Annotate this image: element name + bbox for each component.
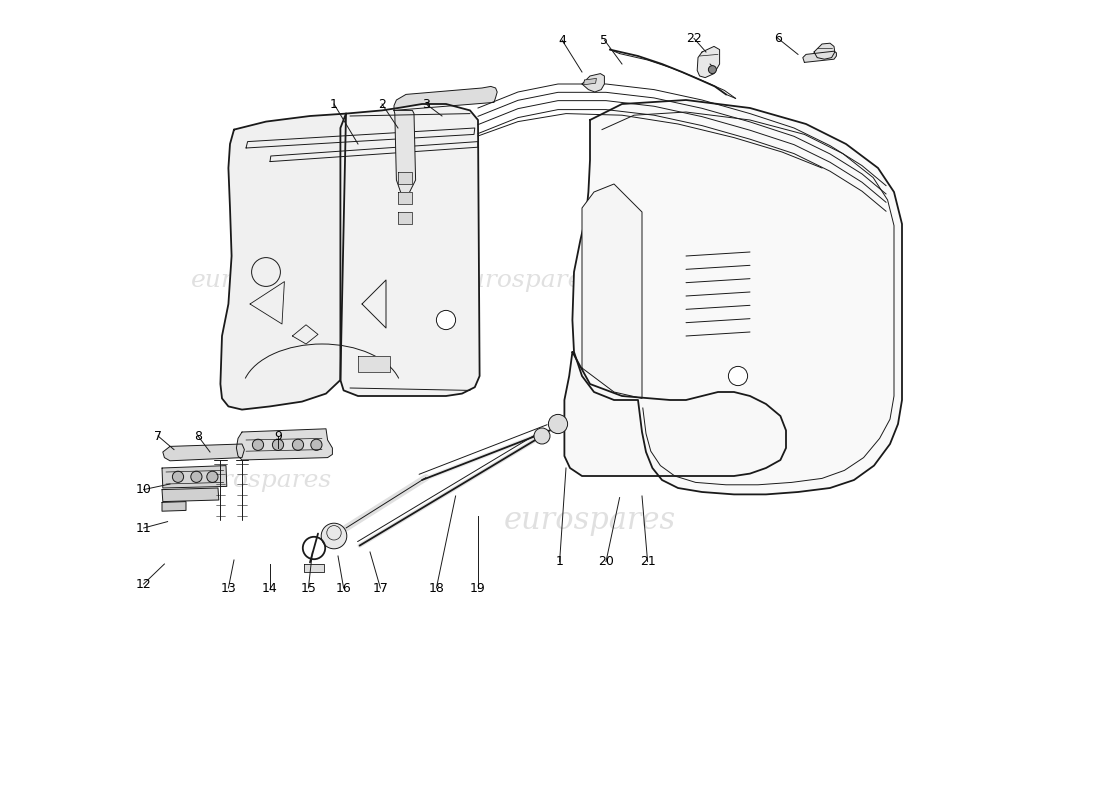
Polygon shape (564, 352, 786, 476)
Polygon shape (340, 104, 480, 396)
Text: 9: 9 (274, 430, 282, 442)
Text: 16: 16 (336, 582, 352, 594)
Text: eurospares: eurospares (504, 505, 676, 535)
Text: 2: 2 (378, 98, 386, 110)
Text: 14: 14 (262, 582, 278, 594)
Text: 7: 7 (154, 430, 162, 442)
Polygon shape (163, 444, 244, 461)
Polygon shape (162, 466, 227, 488)
Circle shape (549, 414, 568, 434)
Polygon shape (270, 142, 478, 162)
Polygon shape (358, 356, 390, 372)
Text: 21: 21 (640, 555, 656, 568)
Circle shape (437, 310, 455, 330)
Text: 6: 6 (774, 32, 782, 45)
Polygon shape (394, 110, 416, 196)
Text: 13: 13 (220, 582, 236, 594)
Text: 5: 5 (601, 34, 608, 46)
Text: 18: 18 (429, 582, 444, 594)
Text: 1: 1 (330, 98, 338, 110)
Text: 10: 10 (135, 483, 152, 496)
Circle shape (708, 66, 716, 74)
Polygon shape (220, 114, 346, 410)
Text: 22: 22 (686, 32, 702, 45)
Text: 17: 17 (373, 582, 388, 594)
Polygon shape (162, 488, 219, 502)
Text: 19: 19 (470, 582, 486, 594)
Circle shape (728, 366, 748, 386)
Text: 11: 11 (135, 522, 152, 534)
Circle shape (321, 523, 346, 549)
Polygon shape (394, 86, 497, 110)
Text: eurospares: eurospares (455, 269, 596, 291)
Circle shape (293, 439, 304, 450)
Text: 8: 8 (194, 430, 202, 442)
Polygon shape (162, 502, 186, 511)
Circle shape (311, 439, 322, 450)
Polygon shape (398, 212, 412, 224)
Polygon shape (814, 43, 835, 59)
Polygon shape (236, 429, 332, 460)
Text: eurospares: eurospares (191, 269, 332, 291)
Polygon shape (572, 100, 902, 494)
Polygon shape (398, 172, 412, 184)
Text: eurospares: eurospares (191, 469, 332, 491)
Circle shape (190, 471, 202, 482)
Text: 4: 4 (558, 34, 565, 46)
Polygon shape (582, 184, 642, 398)
Text: 3: 3 (422, 98, 430, 110)
Text: 15: 15 (300, 582, 317, 594)
Circle shape (273, 439, 284, 450)
Polygon shape (305, 564, 323, 572)
Circle shape (207, 471, 218, 482)
Polygon shape (246, 128, 475, 148)
Circle shape (534, 428, 550, 444)
Text: 12: 12 (135, 578, 152, 590)
Polygon shape (398, 192, 412, 204)
Text: 20: 20 (598, 555, 614, 568)
Circle shape (252, 439, 264, 450)
Circle shape (173, 471, 184, 482)
Polygon shape (803, 51, 836, 62)
Polygon shape (584, 78, 596, 85)
Polygon shape (697, 46, 719, 78)
Polygon shape (582, 74, 604, 92)
Text: 1: 1 (556, 555, 563, 568)
